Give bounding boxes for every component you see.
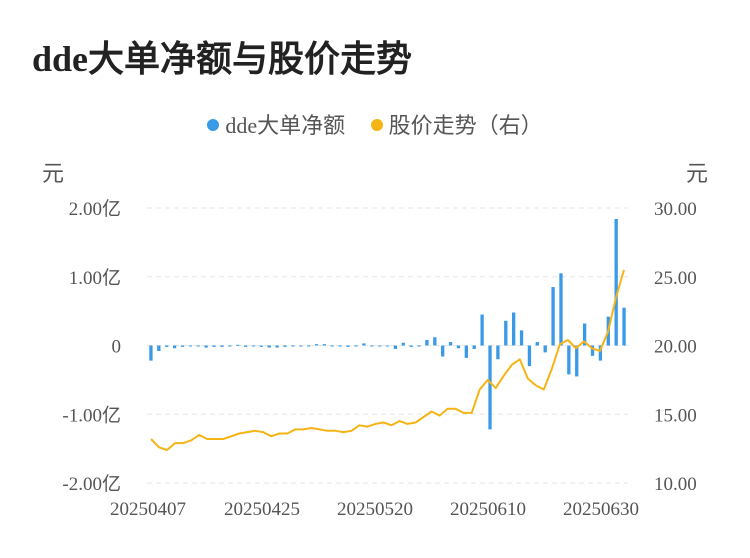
dde-bar [543,345,547,353]
dde-bar [488,345,492,430]
dde-bar [519,330,524,346]
x-tick-label: 20250630 [563,499,639,520]
dde-bar [330,345,334,347]
dde-bar [291,345,295,347]
dde-bar [409,345,413,347]
price-line [150,269,625,451]
dde-bar [622,307,626,346]
y-right-tick-label: 15.00 [654,405,697,426]
dde-bar [267,345,271,348]
y-left-tick-label: -2.00亿 [62,473,121,495]
dde-bar [299,345,303,347]
y-right-tick-label: 25.00 [654,268,697,289]
dde-bar [480,314,484,346]
dde-bar [448,342,453,346]
legend-dot-icon [370,119,383,131]
dde-bar [283,345,287,347]
y-right-tick-label: 30.00 [654,199,697,220]
dde-bar [401,342,405,346]
legend: dde大单净额 股价走势（右） [0,108,750,140]
dde-bar [496,345,500,360]
dde-bar [370,345,374,347]
dde-bar [614,219,618,346]
x-tick-label: 20250425 [224,499,300,520]
legend-label-price: 股价走势（右） [388,113,543,138]
dde-bar [228,345,232,347]
dde-bar [259,345,263,347]
dde-bar [567,345,571,375]
dde-bar [472,345,476,349]
dde-bar [354,345,358,347]
x-tick-label: 20250407 [110,499,186,520]
dde-bar [504,320,508,346]
y-left-tick-label: 0 [112,337,122,358]
x-tick-label: 20250610 [450,499,526,520]
x-tick-label: 20250520 [337,499,413,520]
dde-bar [251,345,256,347]
dde-bar [575,345,579,377]
dde-bar [417,345,421,347]
dde-bar [275,345,279,348]
chart-title: dde大单净额与股价走势 [32,39,413,79]
y-left-tick-label: -1.00亿 [62,404,121,426]
y-right-tick-label: 20.00 [654,337,697,358]
dde-bar [362,343,366,346]
dde-bar [338,345,342,347]
dde-bar [535,342,539,346]
dde-bar [598,345,603,361]
dde-bar [512,312,516,346]
dde-bar [322,344,327,346]
dde-bar [306,345,311,347]
dde-bar [172,345,177,349]
dde-bar [527,345,532,367]
dde-bar [180,345,185,347]
legend-label-dde: dde大单净额 [225,113,346,138]
dde-bar [314,344,319,346]
legend-item-dde[interactable]: dde大单净额 [207,108,345,140]
dde-bar [212,345,216,347]
y-left-tick-label: 1.00亿 [69,267,121,289]
dde-bar [220,345,224,347]
dde-bar [346,345,350,347]
legend-item-price[interactable]: 股价走势（右） [370,108,543,140]
dde-bar [165,345,169,347]
legend-dot-icon [207,119,220,131]
dde-bar [149,345,153,361]
dde-bar [433,337,437,346]
dde-bar [385,345,390,347]
dde-bar [188,345,193,347]
dde-bar [377,345,382,347]
dde-bar [236,344,240,346]
dde-bar [582,323,587,346]
dde-bar [464,345,469,358]
dde-bar [204,345,208,348]
dde-bar [590,345,595,356]
right-axis-unit: 元 [685,161,708,186]
dde-bar [559,273,563,346]
dde-bar [456,345,461,349]
dde-bar [551,287,555,346]
dde-bar [157,345,161,351]
dde-bar [441,345,445,357]
dde-bar [425,340,429,346]
dde-bar [393,345,398,349]
dde-bar [196,345,200,347]
y-left-tick-label: 2.00亿 [69,198,121,220]
y-right-tick-label: 10.00 [654,474,697,495]
dde-bar [243,345,248,347]
left-axis-unit: 元 [42,161,65,186]
